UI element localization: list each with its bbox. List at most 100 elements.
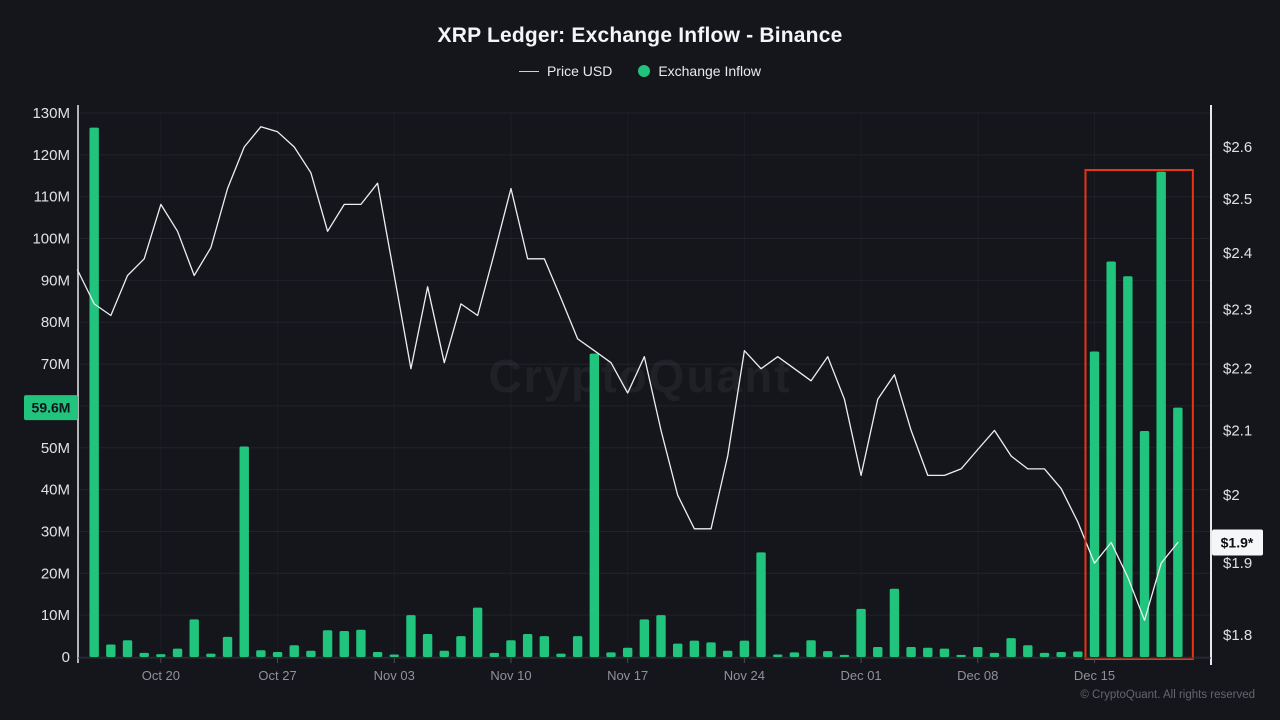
x-tick-label: Nov 24 (724, 668, 765, 683)
inflow-bar (239, 446, 249, 657)
y-left-tick-label: 120M (32, 147, 70, 164)
legend-item-inflow[interactable]: Exchange Inflow (638, 63, 761, 79)
inflow-bar (806, 640, 816, 657)
inflow-bar (439, 650, 449, 657)
inflow-bar (873, 646, 883, 657)
inflow-bar (823, 651, 833, 657)
y-right-tick-label: $2.5 (1223, 191, 1252, 208)
inflow-bar (489, 652, 499, 657)
y-right-tick-label: $2.1 (1223, 422, 1252, 439)
legend-inflow-label: Exchange Inflow (658, 63, 762, 79)
y-right-tick-label: $1.8 (1223, 627, 1252, 644)
inflow-bar (339, 631, 349, 657)
inflow-bar (689, 640, 700, 657)
y-left-tick-label: 90M (41, 272, 70, 289)
inflow-bar (139, 652, 149, 657)
inflow-bar (89, 127, 99, 657)
inflow-bar (639, 619, 650, 657)
inflow-bar (156, 654, 166, 657)
x-tick-label: Dec 01 (840, 668, 881, 683)
inflow-bar (856, 608, 866, 657)
y-right-tick-label: $2.6 (1223, 139, 1252, 156)
inflow-bar (989, 652, 1000, 657)
inflow-bar (723, 650, 733, 657)
inflow-bar (1139, 431, 1150, 657)
inflow-bar (289, 645, 299, 657)
inflow-bar (389, 654, 399, 657)
highlight-box (1084, 169, 1194, 660)
inflow-bar (589, 353, 600, 657)
inflow-bar (122, 640, 133, 657)
inflow-bar (172, 648, 183, 657)
inflow-bar (1073, 651, 1083, 657)
y-left-tick-label: 100M (32, 231, 70, 248)
x-tick-label: Oct 27 (258, 668, 296, 683)
inflow-bar (272, 651, 283, 657)
inflow-bar (406, 615, 416, 657)
inflow-bar (1056, 651, 1066, 657)
inflow-bar (1106, 261, 1116, 657)
inflow-bar (506, 640, 516, 657)
inflow-bar (456, 636, 466, 657)
x-tick-label: Nov 03 (374, 668, 415, 683)
y-left-tick-label: 20M (41, 565, 70, 582)
inflow-bar (656, 615, 666, 657)
inflow-bar (572, 636, 583, 657)
watermark-text: CryptoQuant (488, 350, 791, 402)
y-left-tick-label: 50M (41, 440, 70, 457)
inflow-bar (706, 642, 716, 657)
y-left-tick-label: 70M (41, 356, 70, 373)
inflow-bar (906, 646, 916, 657)
inflow-bar (1089, 351, 1100, 657)
chart-title: XRP Ledger: Exchange Inflow - Binance (437, 24, 843, 47)
price-line-swatch-icon (518, 70, 539, 72)
inflow-bar (1023, 645, 1033, 657)
inflow-bar (773, 654, 783, 657)
inflow-bar (1123, 276, 1133, 657)
inflow-bar (222, 636, 233, 657)
x-tick-label: Nov 10 (490, 668, 531, 683)
inflow-bar (672, 643, 683, 657)
inflow-bar (322, 630, 333, 657)
inflow-bar (1039, 652, 1050, 657)
inflow-bar (789, 652, 800, 657)
right-axis-badge (1212, 529, 1263, 556)
inflow-bar (756, 552, 766, 657)
y-right-tick-label: $1.9 (1223, 555, 1252, 572)
y-right-tick-label: $2.2 (1223, 361, 1252, 378)
y-left-tick-label: 30M (41, 523, 70, 540)
right-axis-badge-label: $1.9* (1221, 534, 1254, 550)
left-axis-badge (24, 395, 78, 421)
inflow-bar (539, 636, 550, 657)
y-left-tick-label: 80M (41, 314, 70, 331)
inflow-bar (372, 651, 383, 657)
x-tick-label: Nov 17 (607, 668, 648, 683)
inflow-bar (189, 619, 199, 657)
inflow-bar (739, 640, 750, 657)
inflow-bar (973, 646, 983, 657)
inflow-bar (472, 607, 483, 657)
y-left-tick-label: 10M (41, 607, 70, 624)
inflow-bar (606, 652, 616, 657)
inflow-dot-swatch-icon (638, 65, 651, 77)
inflow-bar (839, 654, 850, 657)
copyright-text: © CryptoQuant. All rights reserved (1080, 689, 1255, 701)
inflow-bar (1156, 171, 1166, 658)
inflow-bar (1173, 407, 1183, 657)
legend-item-price[interactable]: Price USD (518, 63, 612, 79)
y-right-tick-label: $2.4 (1223, 245, 1252, 262)
y-left-tick-label: 40M (41, 482, 70, 499)
y-left-tick-label: 0 (62, 649, 70, 666)
inflow-bar (422, 633, 433, 657)
inflow-bar (956, 654, 966, 657)
x-tick-label: Dec 08 (957, 668, 998, 683)
inflow-bar (522, 633, 533, 657)
inflow-bar (923, 647, 933, 657)
chart-legend: Price USD Exchange Inflow (0, 63, 1280, 79)
price-line (76, 126, 1179, 621)
inflow-bar (206, 653, 216, 657)
y-right-tick-label: $2.3 (1223, 302, 1252, 319)
y-right-tick-label: $2 (1223, 487, 1240, 504)
